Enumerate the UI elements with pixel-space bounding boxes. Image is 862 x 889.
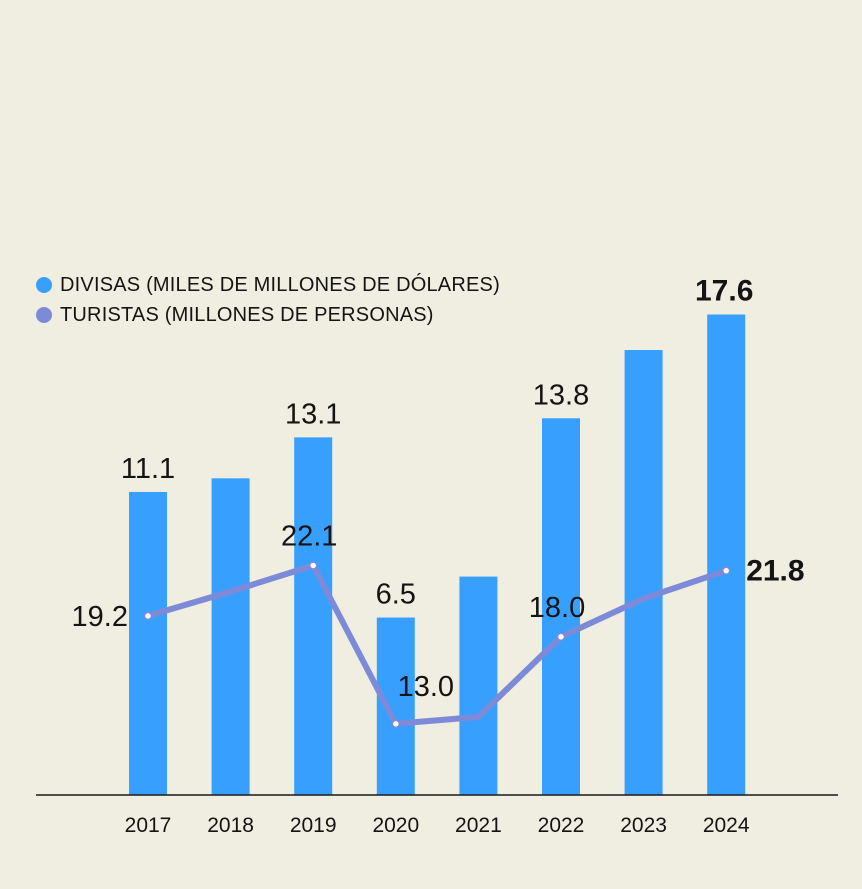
- labels-layer: 11.1 13.1 6.5 13.8 17.6 19.2 22.1 13.0 18.0 21.8: [72, 275, 805, 703]
- x-tick-2019: 2019: [290, 814, 337, 837]
- legend-dot-divisas: [36, 277, 52, 293]
- bar-label-2019: 13.1: [285, 398, 341, 430]
- bar-2023: [624, 350, 663, 795]
- legend-label-turistas: TURISTAS (MILLONES DE PERSONAS): [60, 303, 434, 326]
- x-tick-2022: 2022: [538, 814, 585, 837]
- line-label-2019: 22.1: [281, 520, 337, 552]
- legend-label-divisas: DIVISAS (MILES DE MILLONES DE DÓLARES): [60, 273, 500, 296]
- legend-item-turistas: TURISTAS (MILLONES DE PERSONAS): [36, 300, 500, 330]
- point-turistas-2019: [308, 561, 318, 570]
- x-tick-2018: 2018: [207, 814, 254, 837]
- line-label-2017: 19.2: [72, 601, 128, 633]
- legend-dot-turistas: [36, 307, 52, 323]
- line-label-2020: 13.0: [398, 671, 454, 703]
- x-tick-2021: 2021: [455, 814, 502, 837]
- bar-2024: [707, 314, 746, 795]
- x-tick-2017: 2017: [125, 814, 172, 837]
- line-label-2024: 21.8: [746, 555, 804, 588]
- point-turistas-2024: [721, 566, 731, 575]
- x-tick-2023: 2023: [620, 814, 667, 837]
- point-turistas-2017: [143, 611, 153, 621]
- line-label-2022: 18.0: [529, 592, 585, 624]
- bar-2018: [211, 478, 250, 795]
- legend-item-divisas: DIVISAS (MILES DE MILLONES DE DÓLARES): [36, 270, 500, 300]
- x-tick-2020: 2020: [372, 814, 419, 837]
- legend: DIVISAS (MILES DE MILLONES DE DÓLARES) T…: [36, 270, 500, 330]
- point-turistas-2022: [556, 632, 566, 642]
- bar-2021: [459, 576, 498, 795]
- bars-layer: [129, 314, 746, 795]
- bar-label-2020: 6.5: [376, 579, 416, 611]
- x-tick-labels: 2017 2018 2019 2020 2021 2022 2023 2024: [125, 814, 750, 837]
- point-turistas-2020: [391, 719, 401, 729]
- bar-2019: [294, 437, 333, 795]
- bar-label-2024: 17.6: [695, 275, 753, 308]
- bar-2017: [129, 491, 167, 795]
- bar-label-2017: 11.1: [121, 453, 175, 485]
- bar-label-2022: 13.8: [533, 379, 589, 411]
- bar-2022: [542, 418, 580, 795]
- line-turistas: [145, 562, 730, 727]
- line-layer: [143, 561, 731, 729]
- bar-2020: [376, 617, 415, 795]
- x-tick-2024: 2024: [703, 814, 750, 837]
